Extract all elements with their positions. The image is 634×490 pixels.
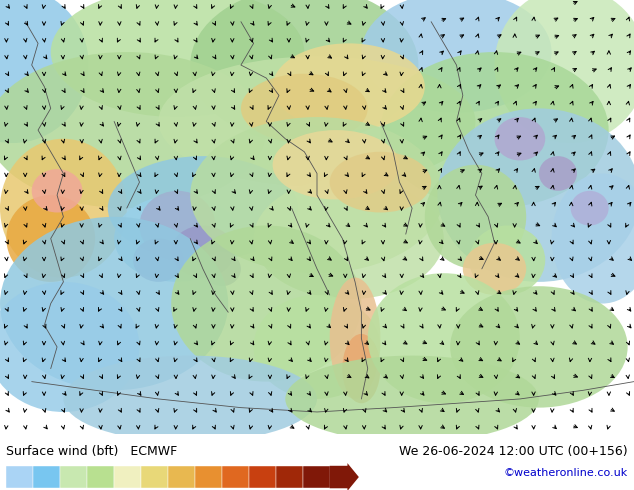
Bar: [168, 466, 195, 488]
Ellipse shape: [51, 0, 304, 117]
Ellipse shape: [450, 286, 628, 408]
Ellipse shape: [6, 195, 95, 282]
Ellipse shape: [330, 277, 380, 399]
Text: We 26-06-2024 12:00 UTC (00+156): We 26-06-2024 12:00 UTC (00+156): [399, 445, 628, 458]
Bar: [303, 466, 330, 488]
Ellipse shape: [571, 191, 609, 225]
Ellipse shape: [114, 195, 241, 282]
Bar: [141, 466, 168, 488]
Ellipse shape: [241, 74, 368, 143]
Ellipse shape: [139, 191, 216, 260]
Bar: [195, 466, 222, 488]
Ellipse shape: [171, 225, 361, 382]
Bar: [60, 466, 87, 488]
Ellipse shape: [539, 156, 577, 191]
Ellipse shape: [273, 130, 399, 199]
Ellipse shape: [190, 117, 444, 273]
Ellipse shape: [361, 0, 552, 113]
Ellipse shape: [0, 0, 89, 143]
Ellipse shape: [330, 152, 431, 213]
Ellipse shape: [380, 52, 609, 208]
FancyArrow shape: [330, 463, 359, 490]
Ellipse shape: [425, 165, 526, 269]
Bar: [87, 466, 114, 488]
Ellipse shape: [463, 243, 526, 295]
Ellipse shape: [0, 139, 127, 277]
Ellipse shape: [552, 173, 634, 304]
Ellipse shape: [254, 178, 444, 299]
Ellipse shape: [133, 239, 184, 282]
Ellipse shape: [495, 0, 634, 143]
Ellipse shape: [108, 156, 298, 260]
Ellipse shape: [171, 225, 235, 277]
Bar: [222, 466, 249, 488]
Ellipse shape: [437, 108, 634, 282]
Ellipse shape: [203, 251, 241, 286]
Ellipse shape: [0, 52, 266, 208]
Ellipse shape: [342, 334, 380, 403]
Ellipse shape: [0, 217, 228, 391]
Ellipse shape: [254, 295, 380, 399]
Ellipse shape: [469, 225, 545, 295]
Ellipse shape: [32, 169, 82, 213]
Text: ©weatheronline.co.uk: ©weatheronline.co.uk: [503, 468, 628, 478]
Ellipse shape: [495, 117, 545, 160]
Ellipse shape: [368, 273, 520, 403]
Bar: [276, 466, 303, 488]
Bar: [34, 466, 60, 488]
Ellipse shape: [273, 43, 425, 130]
Bar: [114, 466, 141, 488]
Ellipse shape: [285, 356, 539, 442]
Bar: [6, 466, 33, 488]
Ellipse shape: [63, 356, 317, 442]
Ellipse shape: [0, 282, 139, 412]
Text: Surface wind (bft)   ECMWF: Surface wind (bft) ECMWF: [6, 445, 178, 458]
Ellipse shape: [158, 56, 476, 187]
Bar: [249, 466, 276, 488]
Ellipse shape: [190, 0, 418, 143]
